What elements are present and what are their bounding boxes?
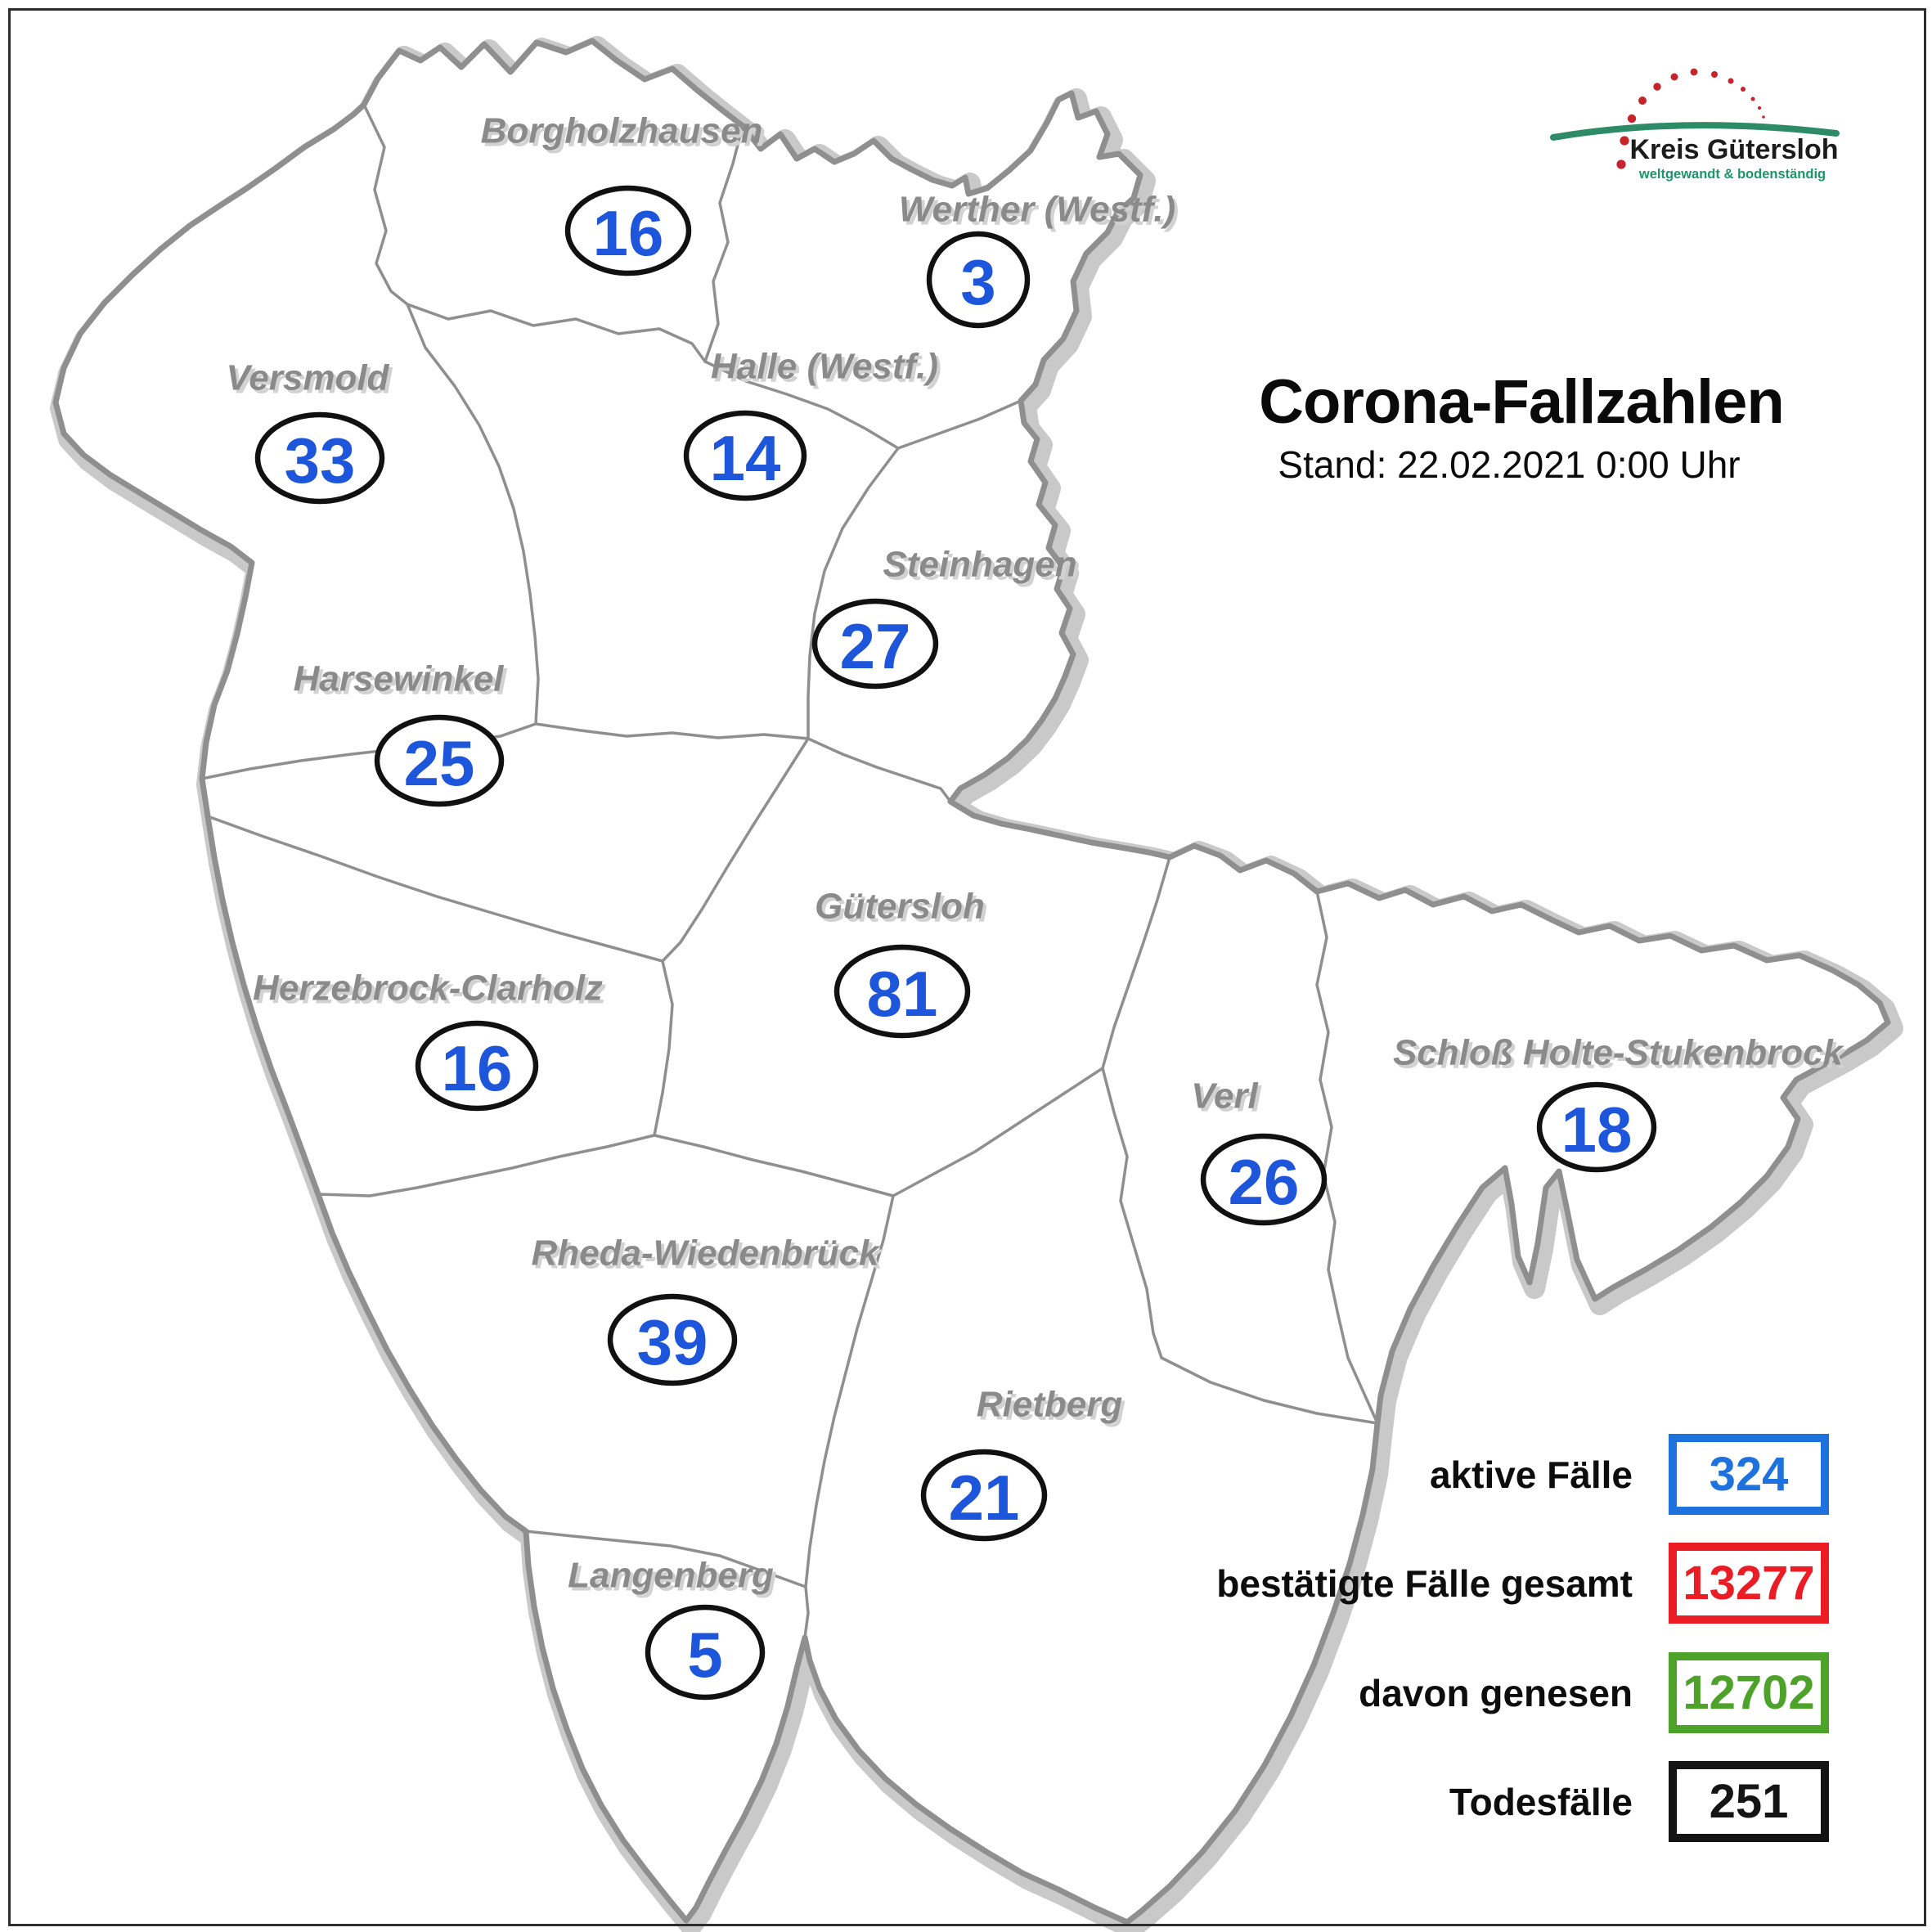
legend-value-deaths: 251 <box>1669 1761 1829 1842</box>
region-label-shadow: Halle (Westf.) <box>714 350 941 390</box>
region-marker-halle-westf: Halle (Westf.)Halle (Westf.)14 <box>683 347 941 501</box>
logo-tagline: weltgewandt & bodenständig <box>1638 167 1826 182</box>
case-count-ellipse <box>374 714 505 807</box>
region-label-shadow: Steinhagen <box>886 548 1080 588</box>
case-count-ellipse <box>833 944 971 1039</box>
region-label: Verl <box>1191 1076 1258 1117</box>
kreis-outline <box>52 38 1891 1925</box>
case-count-ellipse <box>607 1293 738 1386</box>
case-count-value: 21 <box>949 1462 1020 1534</box>
region-label: Halle (Westf.) <box>711 347 938 387</box>
region-label-shadow: Schloß Holte-Stukenbrock <box>1396 1036 1849 1076</box>
logo-swoosh-icon <box>1550 122 1840 141</box>
page-title: Corona-Fallzahlen <box>1259 367 1785 437</box>
case-count-value: 39 <box>637 1306 708 1378</box>
legend-label-recovered: davon genesen <box>1359 1671 1633 1714</box>
case-count-ellipse <box>683 410 807 501</box>
legend-label-deaths: Todesfälle <box>1449 1780 1633 1823</box>
region-label: Langenberg <box>568 1556 774 1596</box>
region-label: Herzebrock-Clarholz <box>253 968 603 1009</box>
region-label-shadow: Borgholzhausen <box>484 115 766 155</box>
case-count-value: 14 <box>710 422 781 494</box>
case-count-value: 16 <box>442 1032 513 1104</box>
recovered-count: 12702 <box>1683 1666 1815 1719</box>
region-label-shadow: Harsewinkel <box>297 663 508 703</box>
case-count-ellipse <box>254 411 385 505</box>
region-label: Harsewinkel <box>294 659 505 699</box>
region-label: Rietberg <box>977 1385 1123 1425</box>
logo-dot-arc-icon <box>1616 68 1765 169</box>
case-count-value: 16 <box>593 197 664 269</box>
case-count-value: 18 <box>1561 1094 1633 1166</box>
logo-name: Kreis Gütersloh <box>1629 134 1838 165</box>
region-label-shadow: Verl <box>1194 1080 1261 1120</box>
case-count-ellipse <box>1536 1081 1657 1173</box>
case-count-ellipse <box>645 1604 766 1701</box>
region-label: Rheda-Wiedenbrück <box>531 1233 881 1274</box>
legend-label-active-cases: aktive Fälle <box>1429 1453 1633 1496</box>
legend-value-recovered: 12702 <box>1669 1652 1829 1733</box>
region-label: Schloß Holte-Stukenbrock <box>1393 1033 1845 1073</box>
case-count-ellipse <box>926 231 1031 329</box>
region-label: Versmold <box>227 358 390 398</box>
region-label-shadow: Werther (Westf.) <box>902 193 1179 233</box>
case-count-ellipse <box>811 598 939 690</box>
case-count-value: 26 <box>1229 1146 1300 1218</box>
region-label-shadow: Rietberg <box>980 1388 1126 1428</box>
region-label-shadow: Versmold <box>230 362 393 402</box>
case-count-ellipse <box>564 185 692 276</box>
case-count-ellipse <box>1200 1133 1328 1226</box>
case-count-ellipse <box>920 1449 1048 1542</box>
region-label: Borgholzhausen <box>481 111 763 151</box>
legend-value-confirmed-total: 13277 <box>1669 1543 1829 1624</box>
region-label-shadow: Langenberg <box>571 1559 777 1599</box>
region-label: Gütersloh <box>815 887 985 927</box>
legend-label-confirmed-total: bestätigte Fälle gesamt <box>1216 1561 1633 1605</box>
region-label-shadow: Gütersloh <box>818 890 988 930</box>
region-label-shadow: Rheda-Wiedenbrück <box>534 1237 884 1277</box>
kreis-guetersloh-logo: Kreis Gütersloh weltgewandt & bodenständ… <box>1550 68 1840 182</box>
case-count-value: 27 <box>840 610 911 682</box>
case-count-value: 25 <box>404 727 475 799</box>
case-count-value: 5 <box>687 1619 722 1691</box>
date-stamp: Stand: 22.02.2021 0:00 Uhr <box>1278 443 1741 486</box>
case-count-ellipse <box>415 1020 539 1112</box>
region-label: Werther (Westf.) <box>899 190 1175 230</box>
region-label-shadow: Herzebrock-Clarholz <box>256 972 606 1012</box>
municipal-borders <box>200 103 1379 1639</box>
confirmed-total-count: 13277 <box>1683 1557 1815 1610</box>
page-frame <box>8 8 1926 1926</box>
deaths-count: 251 <box>1709 1775 1789 1828</box>
region-marker-werther-westf: Werther (Westf.)Werther (Westf.)3 <box>899 190 1179 329</box>
case-count-value: 33 <box>285 425 356 496</box>
active-cases-count: 324 <box>1709 1448 1789 1501</box>
region-label: Steinhagen <box>883 545 1076 585</box>
legend-value-active-cases: 324 <box>1669 1434 1829 1515</box>
case-count-value: 3 <box>960 246 995 318</box>
case-count-value: 81 <box>867 958 938 1030</box>
